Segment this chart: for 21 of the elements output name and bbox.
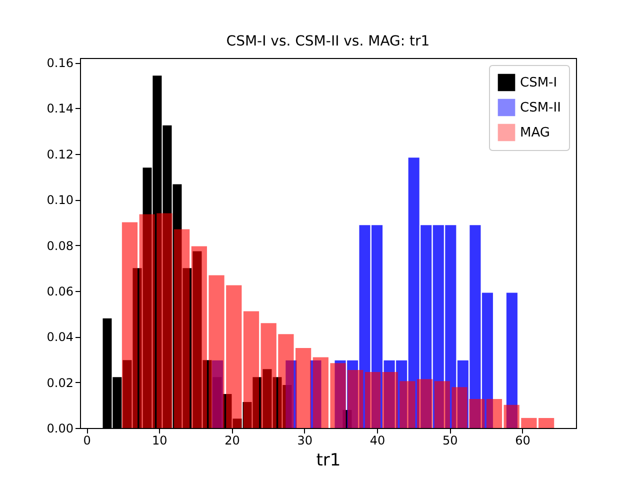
x-tick-label: 40 <box>370 434 386 448</box>
y-tick-label: 0.02 <box>46 376 74 390</box>
y-tick-label: 0.08 <box>46 238 74 253</box>
y-tick-label: 0.06 <box>46 284 74 298</box>
x-axis-title: tr1 <box>316 450 341 470</box>
legend-label: CSM-I <box>520 76 558 90</box>
y-tick-label: 0.10 <box>46 193 74 208</box>
y-tick-label: 0.14 <box>46 102 74 116</box>
legend-label: CSM-II <box>520 100 561 116</box>
x-tick-label: 30 <box>297 434 313 448</box>
x-tick-label: 0 <box>83 434 91 448</box>
x-tick-label: 20 <box>224 434 240 448</box>
x-tick-label: 50 <box>442 434 458 448</box>
y-tick-label: 0.04 <box>46 330 74 344</box>
legend-label: MAG <box>520 126 550 140</box>
x-tick-label: 10 <box>152 434 168 448</box>
x-tick-label: 60 <box>515 434 530 448</box>
y-tick-label: 0.12 <box>46 147 74 162</box>
y-tick-label: 0.00 <box>46 422 74 436</box>
chart-title: CSM-I vs. CSM-II vs. MAG: tr1 <box>226 34 430 50</box>
y-tick-label: 0.16 <box>46 56 74 70</box>
